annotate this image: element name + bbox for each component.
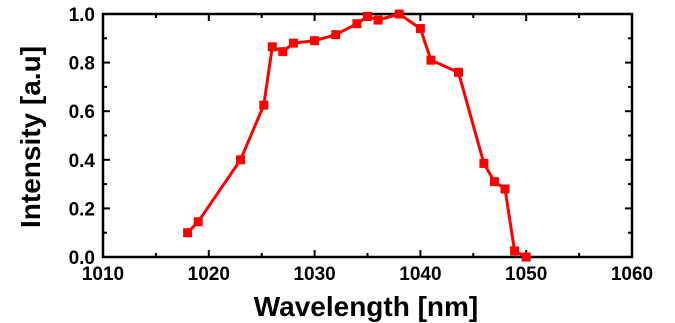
x-tick-label: 1010 xyxy=(82,264,124,285)
data-point xyxy=(352,19,362,29)
y-tick-label: 0.6 xyxy=(69,102,95,123)
plot-frame xyxy=(101,12,634,259)
tick-labels: 1010 1020 1030 1040 1050 1060 0.0 0.2 0.4 0.6 0.8 1… xyxy=(69,5,654,285)
data-point xyxy=(259,100,269,110)
x-tick-label: 1020 xyxy=(188,264,230,285)
data-point xyxy=(288,38,298,48)
data-point xyxy=(489,177,499,187)
x-tick-label: 1060 xyxy=(611,264,653,285)
data-point xyxy=(310,36,320,46)
x-tick-label: 1050 xyxy=(505,264,547,285)
data-point xyxy=(193,217,203,227)
series-line xyxy=(186,12,527,259)
data-point xyxy=(510,246,520,256)
y-tick-label: 0.8 xyxy=(69,54,95,75)
y-tick-label: 1.0 xyxy=(69,5,95,26)
data-point xyxy=(331,30,341,40)
x-axis-title: Wavelength [nm] xyxy=(254,291,479,322)
data-point xyxy=(453,67,463,77)
data-point xyxy=(521,252,531,262)
y-axis-title: Intensity [a.u] xyxy=(15,46,46,228)
data-point xyxy=(278,47,288,57)
data-point xyxy=(267,42,277,52)
series-group xyxy=(183,9,531,262)
data-point xyxy=(236,155,246,165)
data-point xyxy=(183,228,193,238)
y-tick-label: 0.2 xyxy=(69,199,95,220)
x-tick-label: 1040 xyxy=(399,264,441,285)
y-tick-label: 0.4 xyxy=(69,151,96,172)
data-point xyxy=(479,158,489,168)
data-point xyxy=(363,11,372,21)
data-point xyxy=(373,15,383,25)
data-point xyxy=(415,24,425,34)
data-point xyxy=(394,9,404,19)
y-tick-label: 0.0 xyxy=(69,248,95,269)
x-tick-label: 1030 xyxy=(293,264,335,285)
data-point xyxy=(426,55,436,65)
data-point xyxy=(500,184,510,194)
axes xyxy=(101,12,634,259)
